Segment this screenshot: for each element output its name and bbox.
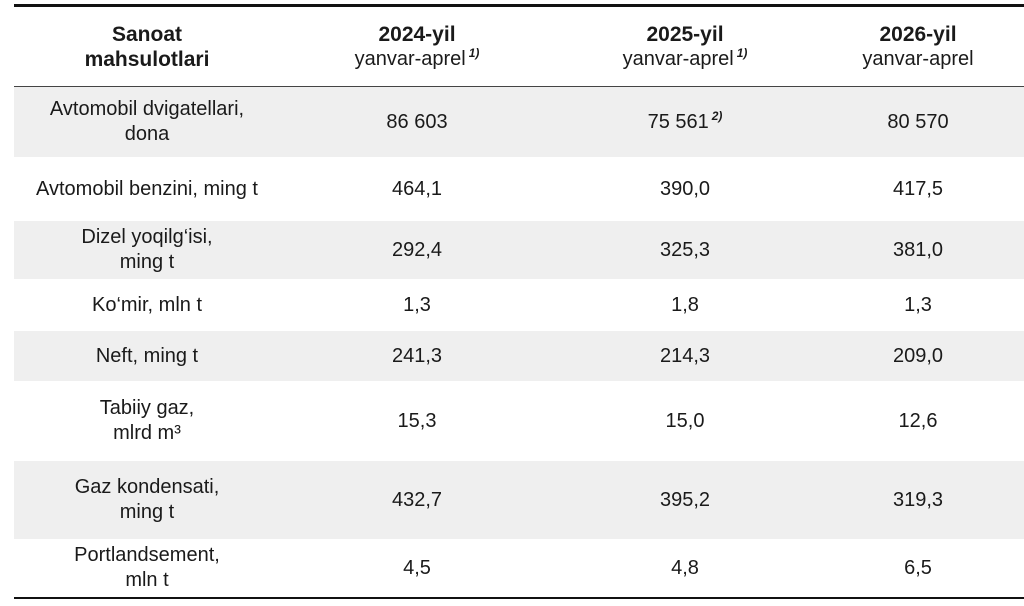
row-value-2024: 464,1 (391, 177, 443, 200)
row-value-2025: 1,8 (671, 293, 699, 316)
row-value-2025: 390,0 (659, 177, 711, 200)
row-product-name-line2: mlrd m³ (113, 422, 181, 444)
row-value-2025: 395,2 (659, 488, 711, 511)
row-value-2025: 15,0 (665, 409, 705, 432)
row-value-2026: 80 570 (887, 110, 949, 133)
table-row: Gaz kondensati, ming t 432,7 395,2 319,3 (14, 461, 1024, 539)
row-product-name: Ko‘mir, mln t (14, 293, 280, 318)
row-product-name-line2: ming t (119, 251, 175, 273)
row-product-name-line1: Portlandsement, (74, 544, 220, 566)
table-row: Avtomobil dvigatellari, dona 86 603 75 5… (14, 87, 1024, 157)
row-product-name-line2: mln t (125, 569, 169, 591)
table-row: Neft, ming t 241,3 214,3 209,0 (14, 331, 1024, 381)
row-value-2024: 292,4 (391, 238, 443, 261)
row-product-name: Dizel yoqilg‘isi, ming t (14, 225, 280, 275)
header-products-line2: mahsulotlari (84, 47, 210, 71)
row-product-name-line1: Avtomobil dvigatellari, (49, 98, 245, 120)
row-value-2026: 12,6 (898, 409, 938, 432)
row-product-name-line1: Tabiiy gaz, (99, 397, 195, 419)
row-product-name-line1: Dizel yoqilg‘isi, (81, 226, 213, 248)
header-2024-year: 2024-yil (378, 22, 456, 46)
header-2025-footnote: 1) (736, 45, 748, 60)
row-value-2025: 75 561 (647, 110, 709, 133)
row-value-2025: 325,3 (659, 238, 711, 261)
row-value-2025: 4,8 (671, 556, 699, 579)
row-product-name: Neft, ming t (14, 344, 280, 369)
row-product-name-line1: Gaz kondensati, (74, 476, 220, 498)
row-value-2026: 209,0 (892, 344, 944, 367)
row-value-2024: 86 603 (386, 110, 448, 133)
row-value-2026: 381,0 (892, 238, 944, 261)
row-product-name-line2: dona (124, 123, 170, 145)
header-2026-period: yanvar-aprel (862, 47, 974, 70)
row-product-name: Portlandsement, mln t (14, 543, 280, 593)
row-value-2024: 432,7 (391, 488, 443, 511)
row-product-name-line1: Neft, ming t (95, 344, 199, 367)
header-products-line1: Sanoat (111, 22, 182, 46)
header-products: Sanoat mahsulotlari (14, 22, 280, 72)
header-2025-period: yanvar-aprel (622, 47, 734, 70)
header-2025-year: 2025-yil (646, 22, 724, 46)
row-product-name-line2: ming t (119, 501, 175, 523)
row-value-2024: 241,3 (391, 344, 443, 367)
row-product-name: Gaz kondensati, ming t (14, 475, 280, 525)
row-value-2026: 319,3 (892, 488, 944, 511)
header-2026: 2026-yil yanvar-aprel (816, 22, 1020, 72)
row-product-name-line1: Avtomobil benzini, ming t (36, 177, 258, 200)
row-value-2025-footnote: 2) (711, 108, 723, 123)
row-value-2024: 4,5 (403, 556, 431, 579)
table-row: Ko‘mir, mln t 1,3 1,8 1,3 (14, 279, 1024, 331)
row-product-name: Avtomobil dvigatellari, dona (14, 97, 280, 147)
header-2024-footnote: 1) (468, 45, 480, 60)
row-value-2025: 214,3 (659, 344, 711, 367)
header-2024-period: yanvar-aprel (354, 47, 466, 70)
row-value-2024: 1,3 (403, 293, 431, 316)
row-product-name: Tabiiy gaz, mlrd m³ (14, 396, 280, 446)
table-row: Portlandsement, mln t 4,5 4,8 6,5 (14, 539, 1024, 597)
table-row: Tabiiy gaz, mlrd m³ 15,3 15,0 12,6 (14, 381, 1024, 461)
table-row: Avtomobil benzini, ming t 464,1 390,0 41… (14, 157, 1024, 221)
production-table: Sanoat mahsulotlari 2024-yil yanvar-apre… (14, 4, 1024, 599)
table-header: Sanoat mahsulotlari 2024-yil yanvar-apre… (14, 7, 1024, 87)
row-value-2026: 6,5 (904, 556, 932, 579)
row-value-2025-cell: 75 561 2) (554, 110, 816, 135)
row-product-name-line1: Ko‘mir, mln t (91, 293, 203, 316)
row-value-2026: 1,3 (904, 293, 932, 316)
row-value-2026: 417,5 (892, 177, 944, 200)
header-2024: 2024-yil yanvar-aprel 1) (280, 22, 554, 72)
header-2026-year: 2026-yil (879, 22, 957, 46)
table-row: Dizel yoqilg‘isi, ming t 292,4 325,3 381… (14, 221, 1024, 279)
header-2025: 2025-yil yanvar-aprel 1) (554, 22, 816, 72)
row-product-name: Avtomobil benzini, ming t (14, 177, 280, 202)
row-value-2024: 15,3 (397, 409, 437, 432)
